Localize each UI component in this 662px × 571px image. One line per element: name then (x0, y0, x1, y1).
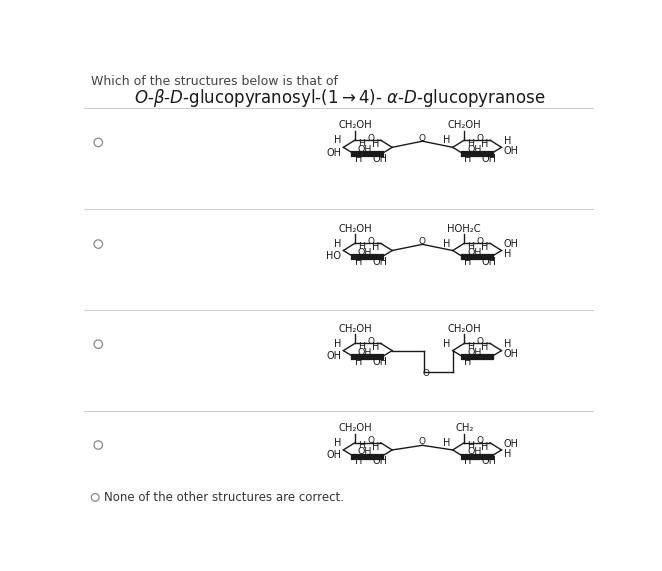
Text: O: O (423, 369, 430, 378)
Text: CH₂OH: CH₂OH (338, 120, 371, 131)
Text: OH: OH (358, 145, 372, 154)
Text: OH: OH (358, 248, 372, 257)
Text: H: H (481, 342, 489, 352)
Text: OH: OH (358, 448, 372, 456)
Text: H: H (358, 441, 365, 451)
Text: H: H (465, 357, 472, 367)
Text: CH₂OH: CH₂OH (338, 423, 371, 433)
Text: H: H (443, 239, 450, 248)
Text: OH: OH (504, 239, 519, 250)
Text: H: H (443, 135, 450, 146)
Text: H: H (504, 136, 511, 146)
Text: OH: OH (372, 154, 387, 164)
Text: OH: OH (326, 451, 341, 460)
Text: H: H (504, 449, 511, 459)
Text: OH: OH (482, 257, 496, 267)
Text: O: O (367, 337, 375, 346)
Text: O: O (367, 436, 375, 445)
Text: OH: OH (326, 148, 341, 158)
Text: OH: OH (467, 248, 482, 257)
Text: H: H (334, 135, 341, 146)
Text: H: H (372, 342, 379, 352)
Text: HO: HO (326, 251, 341, 261)
Text: OH: OH (482, 154, 496, 164)
Text: O: O (477, 237, 484, 246)
Text: H: H (355, 257, 363, 267)
Text: H: H (443, 438, 450, 448)
Text: H: H (358, 342, 365, 351)
Text: O: O (367, 134, 375, 143)
Text: OH: OH (372, 357, 387, 367)
Text: O: O (477, 134, 484, 143)
Text: H: H (334, 438, 341, 448)
Text: H: H (465, 257, 472, 267)
Text: H: H (467, 441, 474, 451)
Text: O: O (477, 337, 484, 346)
Text: CH₂OH: CH₂OH (338, 324, 371, 334)
Text: H: H (358, 139, 365, 148)
Text: H: H (334, 339, 341, 349)
Text: OH: OH (372, 257, 387, 267)
Text: OH: OH (358, 348, 372, 357)
Text: H: H (355, 357, 363, 367)
Text: H: H (334, 239, 341, 248)
Text: CH₂OH: CH₂OH (448, 120, 481, 131)
Text: H: H (465, 154, 472, 164)
Text: OH: OH (504, 146, 519, 156)
Text: $\mathit{O}$-$\mathit{\beta}$-$\mathit{D}$-glucopyranosyl-(1$\rightarrow$4)- $\m: $\mathit{O}$-$\mathit{\beta}$-$\mathit{D… (134, 87, 545, 109)
Text: H: H (372, 242, 379, 252)
Text: H: H (504, 250, 511, 259)
Text: H: H (467, 342, 474, 351)
Text: OH: OH (326, 351, 341, 361)
Text: O: O (419, 134, 426, 143)
Text: H: H (467, 242, 474, 251)
Text: OH: OH (504, 439, 519, 449)
Text: H: H (467, 139, 474, 148)
Text: H: H (358, 242, 365, 251)
Text: H: H (372, 139, 379, 149)
Text: OH: OH (372, 456, 387, 466)
Text: None of the other structures are correct.: None of the other structures are correct… (105, 491, 344, 504)
Text: H: H (355, 154, 363, 164)
Text: OH: OH (467, 145, 482, 154)
Text: H: H (481, 441, 489, 452)
Text: O: O (419, 437, 426, 446)
Text: H: H (355, 456, 363, 466)
Text: H: H (372, 441, 379, 452)
Text: CH₂OH: CH₂OH (338, 224, 371, 234)
Text: OH: OH (467, 348, 482, 357)
Text: OH: OH (482, 456, 496, 466)
Text: O: O (367, 237, 375, 246)
Text: CH₂: CH₂ (455, 423, 473, 433)
Text: CH₂OH: CH₂OH (448, 324, 481, 334)
Text: OH: OH (467, 448, 482, 456)
Text: Which of the structures below is that of: Which of the structures below is that of (91, 75, 338, 89)
Text: OH: OH (504, 349, 519, 360)
Text: H: H (443, 339, 450, 349)
Text: H: H (481, 139, 489, 149)
Text: H: H (481, 242, 489, 252)
Text: O: O (419, 237, 426, 246)
Text: HOH₂C: HOH₂C (448, 224, 481, 234)
Text: H: H (465, 456, 472, 466)
Text: O: O (477, 436, 484, 445)
Text: H: H (504, 339, 511, 349)
